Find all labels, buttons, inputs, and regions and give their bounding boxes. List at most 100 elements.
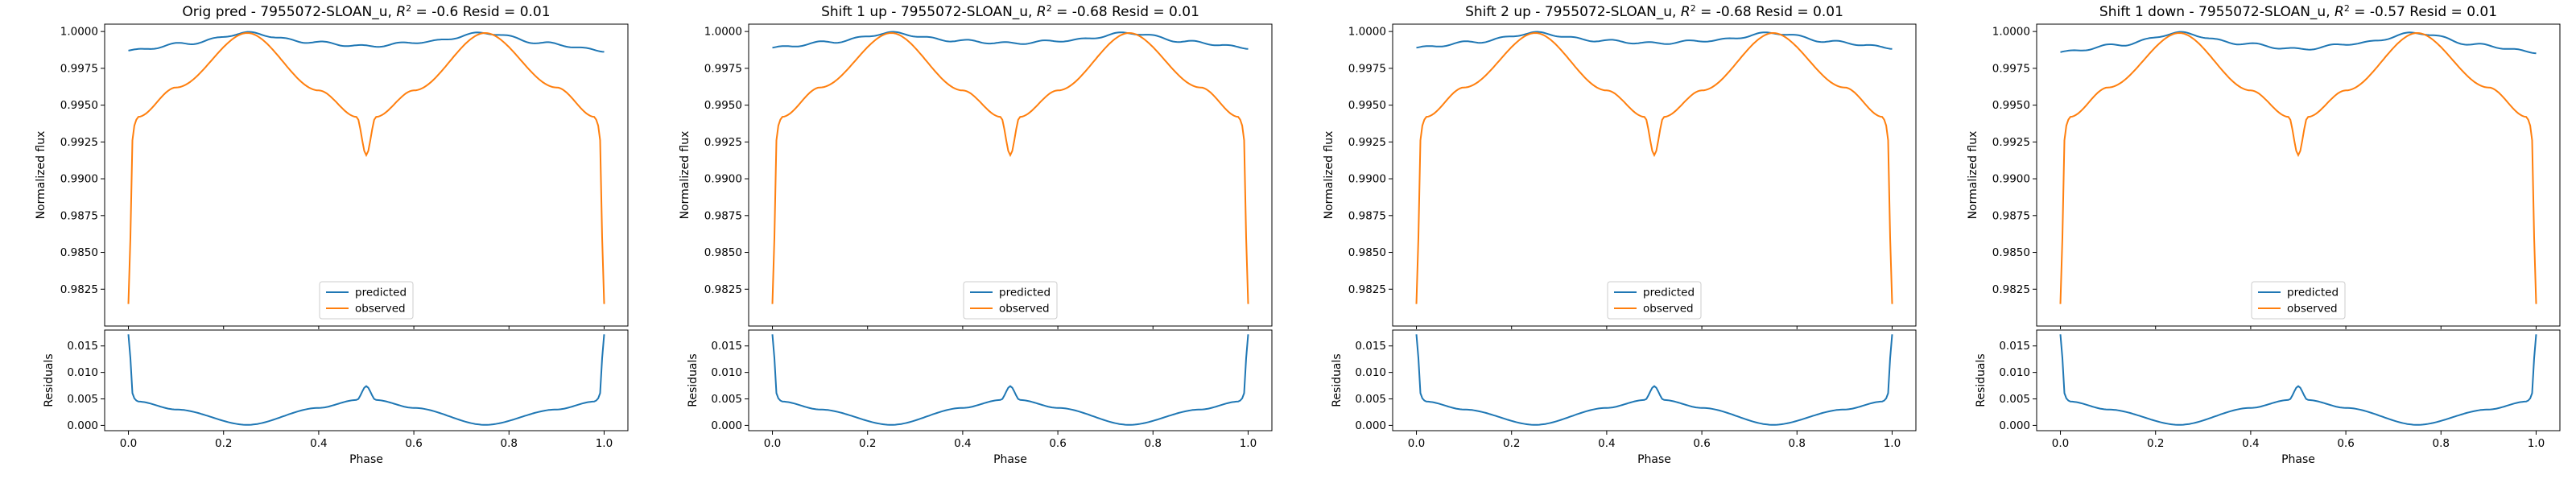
resid-ylabel: Residuals [1975,353,1988,407]
residual-line [2059,334,2537,426]
subplot-4: Shift 1 down - 7955072-SLOAN_u, R2 = -0.… [1967,3,2561,466]
legend-box [963,281,1058,320]
main-ytick-label: 1.0000 [1348,26,1386,39]
main-ytick-label: 1.0000 [704,26,742,39]
xlabel: Phase [2281,453,2315,466]
resid-ylabel: Residuals [43,353,56,407]
xtick-label: 0.2 [859,437,876,450]
main-ytick-label: 0.9950 [1348,99,1386,112]
title-prefix: Orig pred - 7955072-SLOAN_u, [182,4,396,20]
main-ylabel: Normalized flux [1967,131,1979,220]
main-ytick-label: 0.9900 [704,173,742,186]
title-r2-exponent: 2 [1046,3,1052,14]
subplot-2: Shift 1 up - 7955072-SLOAN_u, R2 = -0.68… [679,3,1273,466]
main-axes-frame [104,23,629,327]
legend-box [2251,281,2346,320]
subplot-1: Orig pred - 7955072-SLOAN_u, R2 = -0.6 R… [35,3,629,466]
main-ytick-label: 0.9925 [1992,136,2030,149]
resid-ytick-label: 0.015 [1999,340,2030,353]
main-ytick-label: 0.9975 [1348,62,1386,75]
main-ytick-label: 1.0000 [1992,26,2030,39]
resid-axes-frame [748,329,1273,431]
main-ytick-label: 0.9875 [1348,209,1386,222]
resid-ylabel: Residuals [687,353,700,407]
main-ytick-label: 0.9850 [1348,246,1386,259]
xtick-label: 0.8 [1145,437,1162,450]
main-ytick-label: 0.9950 [60,99,98,112]
title-r2-symbol: R [396,4,406,20]
xtick-label: 0.4 [1598,437,1615,450]
title-suffix: = -0.6 Resid = 0.01 [411,4,550,20]
resid-ytick-label: 0.000 [67,419,98,432]
legend-label-predicted: predicted [1643,287,1695,299]
main-ytick-label: 0.9825 [1992,283,2030,296]
main-ytick-label: 0.9825 [1348,283,1386,296]
resid-ytick-label: 0.015 [1355,340,1386,353]
main-ytick-label: 0.9875 [1992,209,2030,222]
xtick-label: 1.0 [2528,437,2545,450]
legend-label-observed: observed [999,303,1050,316]
xtick-label: 0.6 [2337,437,2354,450]
main-ytick-label: 0.9975 [704,62,742,75]
xtick-label: 0.0 [1408,437,1425,450]
title-prefix: Shift 1 up - 7955072-SLOAN_u, [821,4,1037,20]
title-prefix: Shift 1 down - 7955072-SLOAN_u, [2099,4,2334,20]
xtick-label: 0.4 [954,437,971,450]
resid-axes-frame [104,329,629,431]
resid-ytick-label: 0.000 [1999,419,2030,432]
xtick-label: 0.4 [2242,437,2259,450]
title-r2-symbol: R [1681,4,1690,20]
xlabel: Phase [1637,453,1671,466]
main-ytick-label: 0.9900 [1992,173,2030,186]
residual-line [771,334,1249,426]
resid-ytick-label: 0.005 [67,393,98,406]
legend-label-predicted: predicted [2287,287,2339,299]
main-ytick-label: 0.9875 [704,209,742,222]
xtick-label: 0.8 [1789,437,1806,450]
main-ytick-label: 0.9950 [1992,99,2030,112]
main-ytick-label: 1.0000 [60,26,98,39]
xtick-label: 1.0 [596,437,613,450]
resid-ytick-label: 0.010 [1999,366,2030,379]
xtick-label: 0.6 [405,437,422,450]
xtick-label: 0.6 [1049,437,1066,450]
main-ytick-label: 0.9925 [60,136,98,149]
legend-label-observed: observed [1643,303,1694,316]
chart-title: Shift 2 up - 7955072-SLOAN_u, R2 = -0.68… [1465,3,1843,21]
title-suffix: = -0.68 Resid = 0.01 [1696,4,1843,20]
predicted-line [772,31,1249,50]
resid-axes-frame [1392,329,1917,431]
resid-ytick-label: 0.000 [1355,419,1386,432]
resid-axes-frame [2036,329,2561,431]
title-suffix: = -0.57 Resid = 0.01 [2350,4,2497,20]
predicted-line [128,31,605,53]
title-r2-symbol: R [1037,4,1046,20]
main-ytick-label: 0.9850 [1992,246,2030,259]
resid-ytick-label: 0.010 [67,366,98,379]
main-axes-frame [748,23,1273,327]
resid-ytick-label: 0.005 [1355,393,1386,406]
xtick-label: 0.8 [2433,437,2450,450]
main-ytick-label: 0.9825 [704,283,742,296]
legend-label-observed: observed [355,303,406,316]
xtick-label: 1.0 [1884,437,1901,450]
resid-ytick-label: 0.005 [711,393,742,406]
chart-title: Shift 1 up - 7955072-SLOAN_u, R2 = -0.68… [821,3,1199,21]
xtick-label: 0.2 [2147,437,2164,450]
xtick-label: 0.2 [215,437,232,450]
chart-title: Orig pred - 7955072-SLOAN_u, R2 = -0.6 R… [182,3,550,21]
xlabel: Phase [349,453,383,466]
legend-label-predicted: predicted [355,287,407,299]
title-r2-exponent: 2 [1690,3,1696,14]
main-ytick-label: 0.9900 [60,173,98,186]
xtick-label: 1.0 [1240,437,1257,450]
main-ytick-label: 0.9825 [60,283,98,296]
xtick-label: 0.6 [1693,437,1710,450]
residual-line [127,334,605,426]
predicted-line [2060,31,2537,55]
xtick-label: 0.0 [120,437,137,450]
xtick-label: 0.4 [310,437,327,450]
main-ylabel: Normalized flux [1323,131,1335,220]
observed-line [2059,31,2537,304]
main-ytick-label: 0.9975 [1992,62,2030,75]
